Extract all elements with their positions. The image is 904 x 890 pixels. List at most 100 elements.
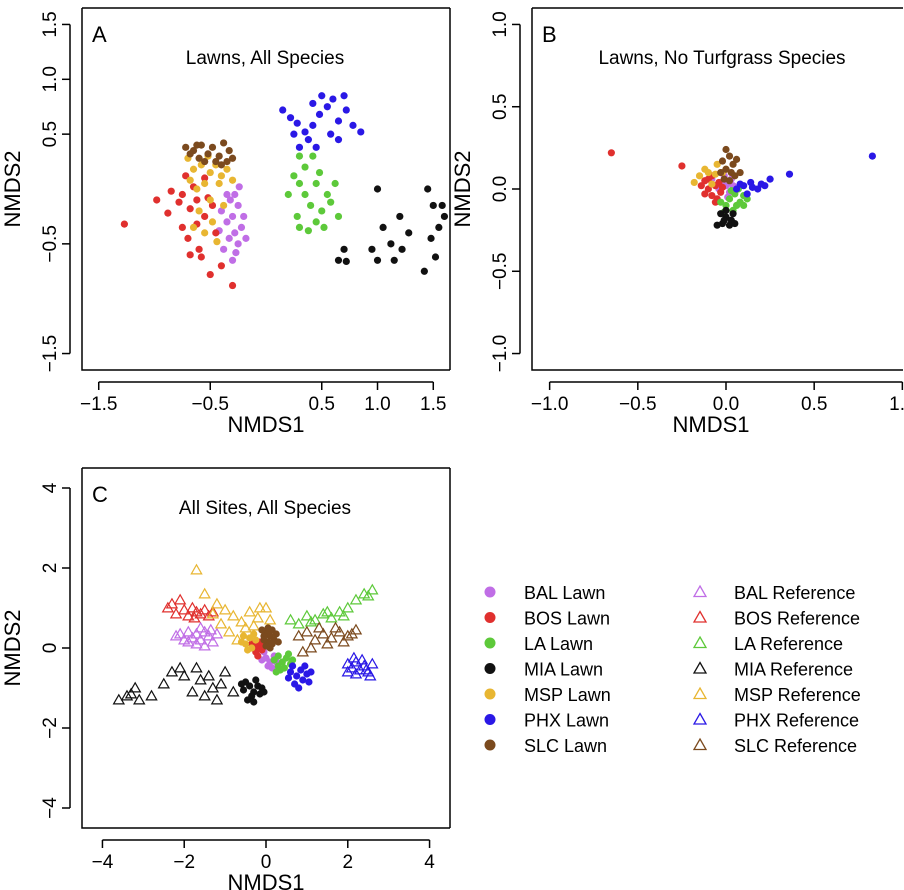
data-point bbox=[329, 95, 337, 103]
data-point bbox=[177, 669, 191, 681]
data-point bbox=[173, 593, 187, 605]
legend-label: PHX Lawn bbox=[524, 711, 609, 731]
x-tick-label: 0.0 bbox=[713, 394, 739, 415]
legend-label: MSP Lawn bbox=[524, 685, 611, 705]
data-point bbox=[263, 613, 277, 625]
data-point bbox=[250, 698, 258, 706]
data-point bbox=[366, 657, 379, 669]
data-point bbox=[396, 212, 404, 221]
data-point bbox=[164, 209, 172, 217]
data-point bbox=[248, 644, 256, 652]
series-phx-lawn bbox=[284, 662, 315, 692]
panel-c: −4 −2 0 2 4 −4 −2 0 2 4 NMDS1 NMDS2 C All Sites, All … bbox=[0, 467, 451, 890]
panel-letter: C bbox=[92, 482, 108, 507]
data-point bbox=[366, 583, 379, 595]
legend-label: LA Reference bbox=[734, 634, 843, 654]
data-point bbox=[373, 185, 382, 193]
x-tick-label: −0.5 bbox=[191, 394, 229, 415]
data-point bbox=[312, 218, 320, 226]
data-point bbox=[237, 680, 246, 688]
data-point bbox=[272, 630, 280, 638]
data-point bbox=[349, 667, 363, 679]
x-tick-label: −1.5 bbox=[80, 394, 118, 415]
series-mia-reference bbox=[112, 661, 240, 705]
data-point bbox=[212, 229, 220, 237]
data-point bbox=[309, 121, 317, 129]
data-point bbox=[206, 607, 220, 619]
legend-marker bbox=[484, 714, 496, 725]
data-point bbox=[736, 180, 744, 188]
data-point bbox=[317, 607, 330, 619]
data-point bbox=[341, 665, 355, 677]
data-point bbox=[178, 190, 186, 199]
data-point bbox=[329, 621, 342, 633]
y-axis-title: NMDS2 bbox=[0, 150, 25, 227]
data-point bbox=[193, 185, 201, 193]
panel-a: −1.5 −0.5 0.5 1.0 1.5 −1.5 −0.5 0.5 1.0 1.5 NMDS1 N… bbox=[0, 7, 451, 437]
data-point bbox=[260, 636, 268, 644]
legend-marker bbox=[692, 661, 708, 674]
data-point bbox=[213, 238, 221, 246]
data-point bbox=[228, 212, 237, 221]
series-bal-lawn bbox=[215, 183, 250, 264]
data-point bbox=[124, 687, 138, 699]
y-tick-label: −1.0 bbox=[490, 335, 511, 373]
data-point bbox=[304, 227, 312, 235]
data-point bbox=[208, 218, 217, 226]
data-point bbox=[315, 110, 324, 119]
panel-title: Lawns, No Turfgrass Species bbox=[598, 48, 845, 69]
data-point bbox=[202, 629, 215, 641]
data-point bbox=[120, 220, 128, 228]
data-point bbox=[225, 234, 233, 242]
data-point bbox=[228, 176, 237, 184]
x-tick-label: 1.0 bbox=[364, 394, 390, 415]
data-point bbox=[743, 190, 751, 198]
data-point bbox=[242, 234, 250, 242]
data-point bbox=[231, 190, 239, 199]
data-point bbox=[309, 152, 317, 160]
data-point bbox=[279, 106, 287, 114]
data-point bbox=[250, 630, 258, 638]
data-point bbox=[208, 143, 217, 151]
data-point bbox=[210, 597, 224, 609]
legend-label: SLC Reference bbox=[734, 736, 857, 756]
data-point bbox=[195, 245, 203, 253]
data-point bbox=[259, 601, 273, 613]
data-point bbox=[312, 621, 326, 633]
legend-item-bos-lawn: BOS Lawn bbox=[484, 609, 610, 629]
data-point bbox=[429, 201, 437, 210]
data-point bbox=[717, 198, 725, 206]
data-point bbox=[239, 686, 248, 694]
data-point bbox=[237, 223, 246, 231]
x-tick-label: −2 bbox=[173, 852, 195, 873]
data-point bbox=[195, 154, 203, 162]
data-point bbox=[424, 185, 432, 193]
data-point bbox=[420, 267, 428, 275]
panel-b: −1.0 −0.5 0.0 0.5 1.0 −1.0 −0.5 0.0 0.5 1.0 NMDS1 N… bbox=[450, 7, 904, 437]
series-la-lawn bbox=[270, 650, 297, 676]
data-point bbox=[201, 212, 209, 221]
data-point bbox=[438, 201, 446, 210]
series-phx-lawn bbox=[279, 92, 365, 151]
data-point bbox=[333, 605, 346, 617]
series-bal-reference bbox=[169, 621, 224, 651]
data-point bbox=[264, 624, 272, 632]
data-point bbox=[299, 676, 307, 684]
data-point bbox=[293, 119, 301, 127]
data-point bbox=[701, 190, 709, 198]
data-point bbox=[165, 665, 179, 677]
data-point bbox=[133, 693, 146, 705]
legend-item-mia-reference: MIA Reference bbox=[692, 660, 853, 680]
y-tick-label: 0.0 bbox=[490, 176, 511, 202]
series-la-reference bbox=[284, 583, 379, 629]
data-point bbox=[201, 179, 209, 188]
data-point bbox=[223, 165, 231, 173]
data-point bbox=[167, 187, 175, 195]
y-tick-label: 4 bbox=[40, 482, 61, 493]
data-point bbox=[325, 631, 338, 643]
data-point bbox=[695, 172, 704, 180]
data-point bbox=[189, 165, 198, 173]
data-point bbox=[217, 161, 225, 169]
x-axis-title: NMDS1 bbox=[227, 412, 304, 437]
data-point bbox=[334, 136, 343, 144]
